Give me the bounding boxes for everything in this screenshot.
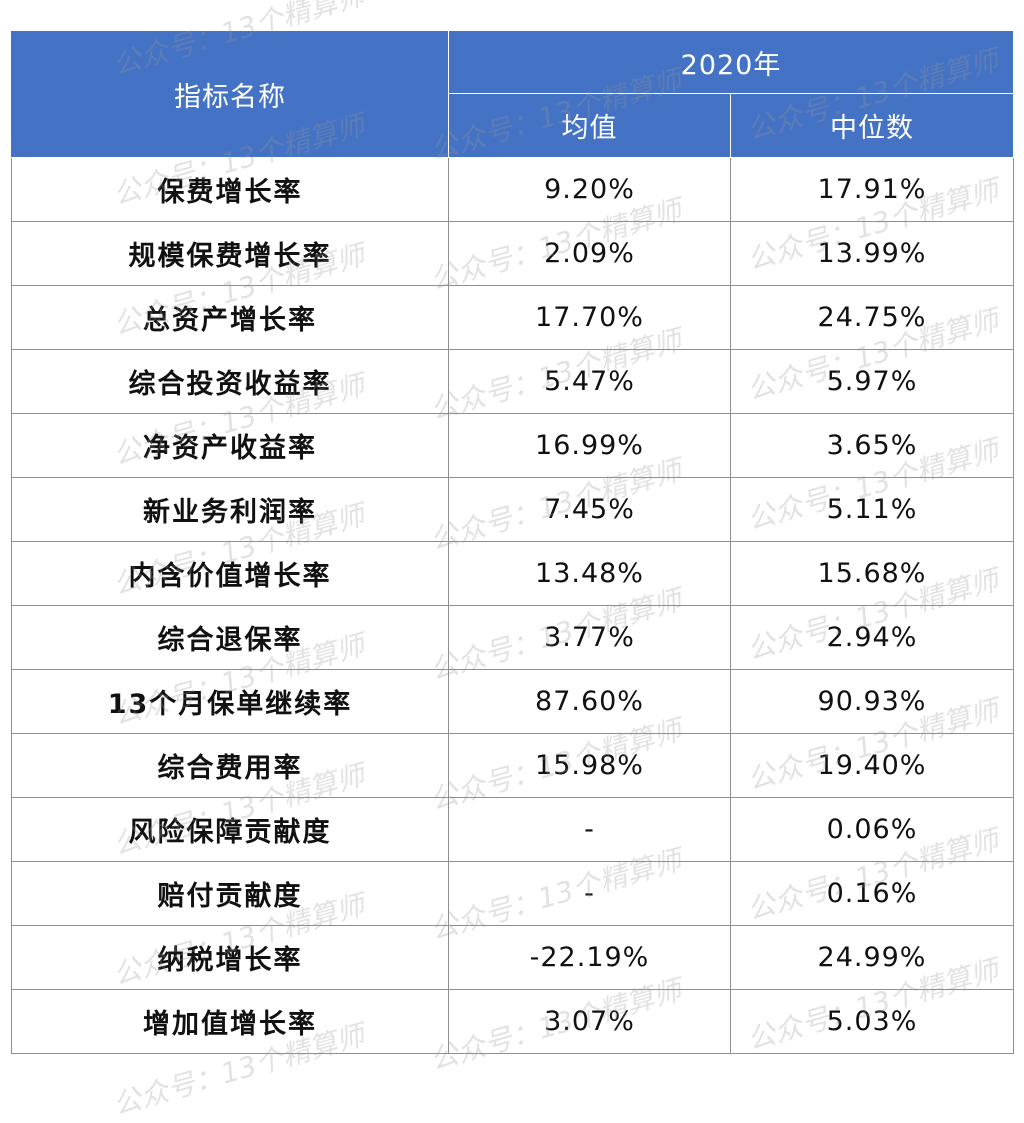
table-row: 保费增长率 9.20% 17.91% (11, 157, 1014, 222)
table-body: 保费增长率 9.20% 17.91% 规模保费增长率 2.09% 13.99% 总资产增长率… (11, 157, 1014, 1054)
table-row: 内含价值增长率 13.48% 15.68% (11, 541, 1014, 606)
indicator-name-cell: 赔付贡献度 (11, 861, 449, 926)
mean-value-cell: 5.47% (448, 349, 731, 414)
indicator-name-cell: 总资产增长率 (11, 285, 449, 350)
indicator-name-cell: 纳税增长率 (11, 925, 449, 990)
mean-value-cell: 3.07% (448, 989, 731, 1054)
table-header: 指标名称 2020年 均值 中位数 (11, 30, 1014, 158)
table-row: 13个月保单继续率 87.60% 90.93% (11, 669, 1014, 734)
median-value-cell: 15.68% (730, 541, 1014, 606)
median-value-cell: 3.65% (730, 413, 1014, 478)
page: 指标名称 2020年 均值 中位数 保费增长率 9.20% 17.91% 规模保费增长… (11, 0, 1014, 1122)
mean-value-cell: 2.09% (448, 221, 731, 286)
indicator-name-cell: 增加值增长率 (11, 989, 449, 1054)
table-row: 增加值增长率 3.07% 5.03% (11, 989, 1014, 1054)
median-value-cell: 5.97% (730, 349, 1014, 414)
indicator-name-cell: 内含价值增长率 (11, 541, 449, 606)
indicator-name-cell: 保费增长率 (11, 157, 449, 222)
table-row: 综合投资收益率 5.47% 5.97% (11, 349, 1014, 414)
median-value-cell: 0.16% (730, 861, 1014, 926)
indicator-name-cell: 综合投资收益率 (11, 349, 449, 414)
indicator-name-cell: 13个月保单继续率 (11, 669, 449, 734)
metrics-table: 指标名称 2020年 均值 中位数 保费增长率 9.20% 17.91% 规模保费增长… (11, 30, 1014, 1054)
indicator-name-cell: 规模保费增长率 (11, 221, 449, 286)
mean-value-cell: - (448, 797, 731, 862)
mean-value-cell: 13.48% (448, 541, 731, 606)
table-row: 赔付贡献度 -0.16% (11, 861, 1014, 926)
table-row: 规模保费增长率 2.09% 13.99% (11, 221, 1014, 286)
mean-value-cell: 9.20% (448, 157, 731, 222)
median-value-cell: 2.94% (730, 605, 1014, 670)
header-mean: 均值 (448, 93, 731, 158)
mean-value-cell: 7.45% (448, 477, 731, 542)
header-indicator-name: 指标名称 (11, 30, 449, 158)
median-value-cell: 5.03% (730, 989, 1014, 1054)
indicator-name-cell: 新业务利润率 (11, 477, 449, 542)
table-row: 综合费用率 15.98% 19.40% (11, 733, 1014, 798)
header-year: 2020年 (448, 30, 1014, 94)
mean-value-cell: 15.98% (448, 733, 731, 798)
table-row: 风险保障贡献度 -0.06% (11, 797, 1014, 862)
median-value-cell: 17.91% (730, 157, 1014, 222)
median-value-cell: 24.75% (730, 285, 1014, 350)
indicator-name-cell: 综合费用率 (11, 733, 449, 798)
table-row: 综合退保率 3.77% 2.94% (11, 605, 1014, 670)
indicator-name-cell: 综合退保率 (11, 605, 449, 670)
median-value-cell: 5.11% (730, 477, 1014, 542)
mean-value-cell: 16.99% (448, 413, 731, 478)
table-row: 新业务利润率 7.45% 5.11% (11, 477, 1014, 542)
indicator-name-cell: 风险保障贡献度 (11, 797, 449, 862)
median-value-cell: 13.99% (730, 221, 1014, 286)
table-row: 总资产增长率 17.70% 24.75% (11, 285, 1014, 350)
mean-value-cell: - (448, 861, 731, 926)
mean-value-cell: 87.60% (448, 669, 731, 734)
indicator-name-cell: 净资产收益率 (11, 413, 449, 478)
mean-value-cell: 3.77% (448, 605, 731, 670)
median-value-cell: 0.06% (730, 797, 1014, 862)
median-value-cell: 19.40% (730, 733, 1014, 798)
median-value-cell: 90.93% (730, 669, 1014, 734)
table-row: 净资产收益率 16.99% 3.65% (11, 413, 1014, 478)
median-value-cell: 24.99% (730, 925, 1014, 990)
header-median: 中位数 (730, 93, 1014, 158)
mean-value-cell: 17.70% (448, 285, 731, 350)
mean-value-cell: -22.19% (448, 925, 731, 990)
table-row: 纳税增长率 -22.19% 24.99% (11, 925, 1014, 990)
